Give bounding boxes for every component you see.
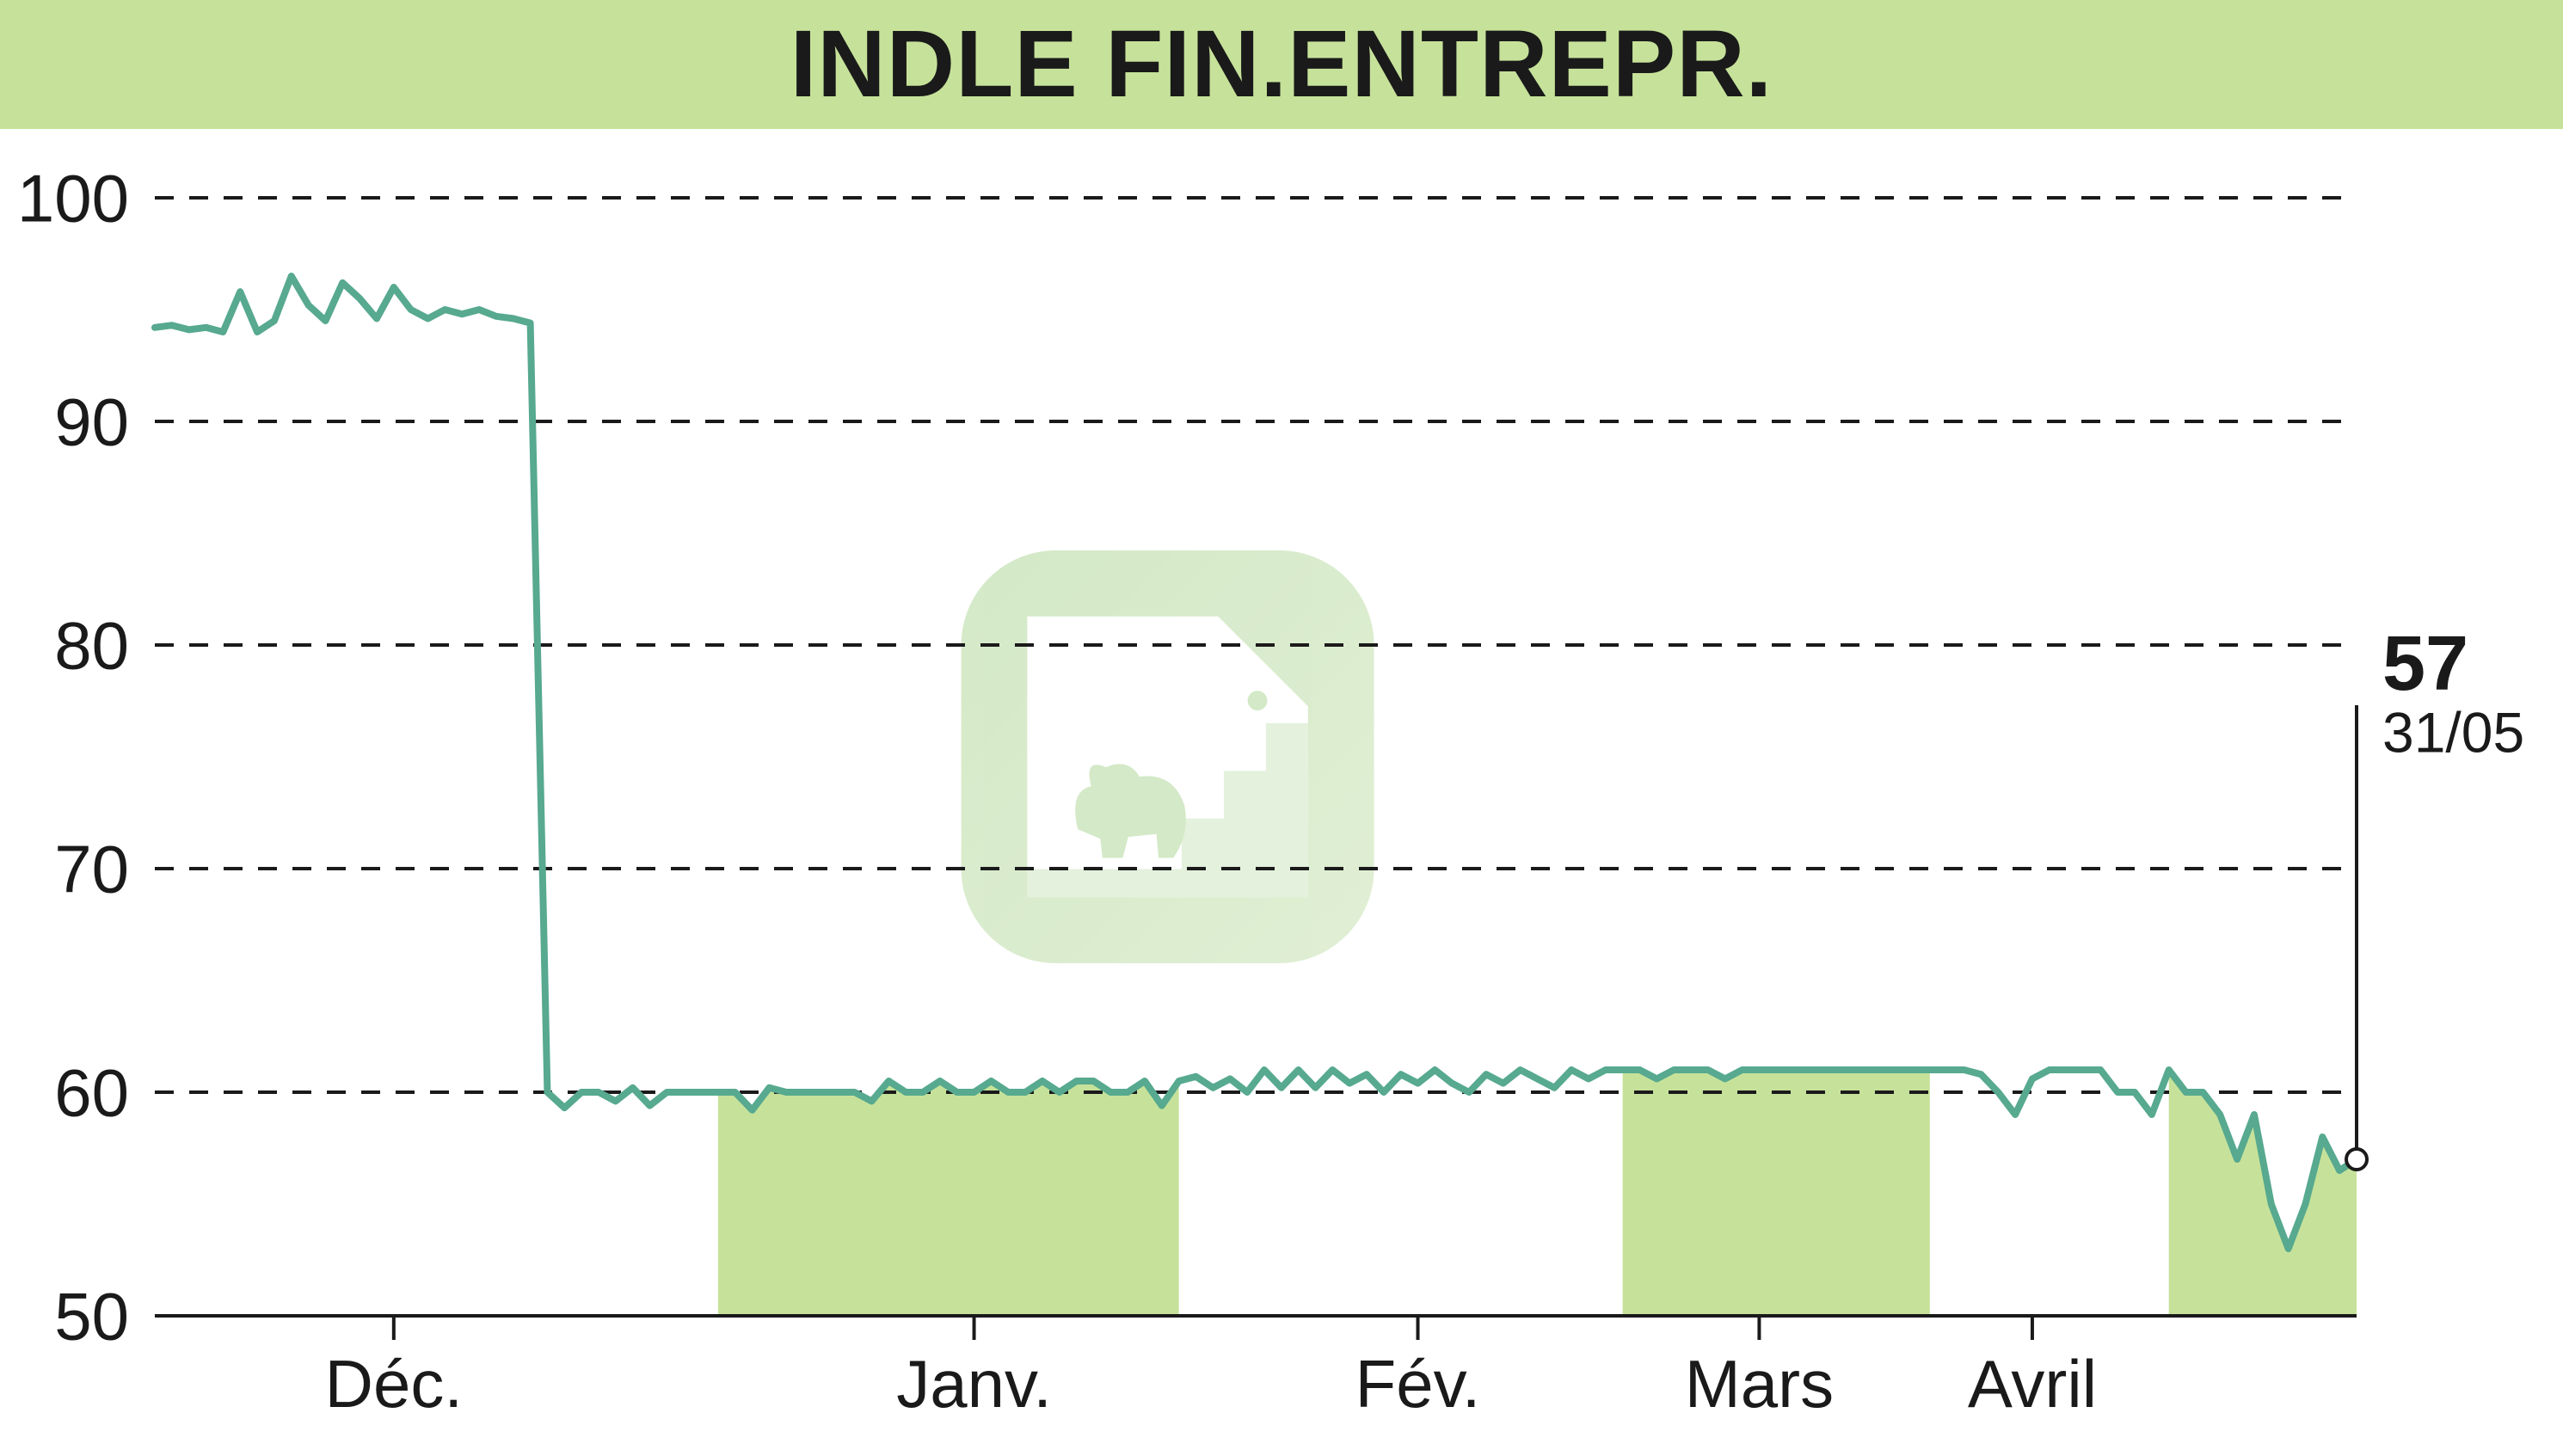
end-date: 31/05: [2382, 701, 2524, 765]
y-axis-label: 90: [54, 384, 129, 459]
x-axis-label: Avril: [1968, 1346, 2097, 1422]
chart-title: INDLE FIN.ENTREPR.: [790, 11, 1773, 117]
chart-area: 50 60 70 80 90 100 Déc. Janv. Fév. Mars Avril 5731/…: [0, 129, 2563, 1456]
end-marker: [2346, 1149, 2367, 1170]
y-axis-label: 50: [54, 1278, 129, 1354]
y-axis-label: 80: [54, 607, 129, 683]
end-value: 57: [2382, 621, 2468, 707]
y-axis-label: 70: [54, 831, 129, 906]
y-axis-label: 60: [54, 1054, 129, 1130]
watermark-logo: [962, 550, 1374, 963]
x-axis-label: Déc.: [325, 1346, 463, 1422]
x-axis-label: Fév.: [1355, 1346, 1481, 1422]
chart-title-bar: INDLE FIN.ENTREPR.: [0, 0, 2563, 129]
month-band: [1623, 1070, 1930, 1316]
month-band: [718, 1081, 1179, 1316]
x-axis-label: Mars: [1685, 1346, 1834, 1422]
stock-line-chart: 50 60 70 80 90 100 Déc. Janv. Fév. Mars Avril 5731/…: [0, 129, 2563, 1456]
y-axis-label: 100: [17, 160, 129, 236]
month-band: [2169, 1070, 2357, 1316]
x-axis-label: Janv.: [896, 1346, 1052, 1422]
